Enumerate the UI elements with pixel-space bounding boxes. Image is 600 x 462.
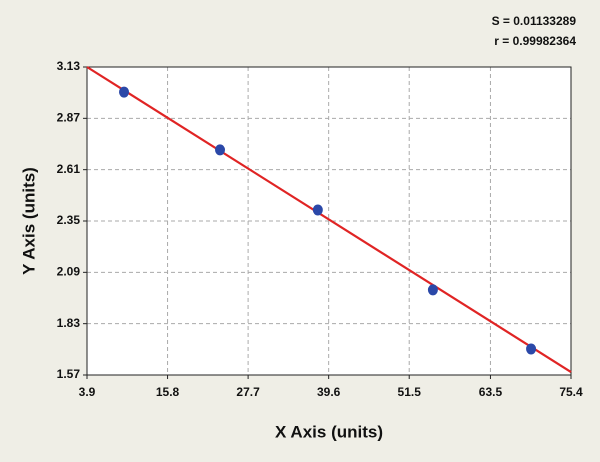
y-tick-label: 2.09 bbox=[57, 265, 81, 279]
x-tick-label: 3.9 bbox=[79, 385, 96, 399]
y-tick-label: 1.83 bbox=[57, 316, 81, 330]
annotation: r = 0.99982364 bbox=[494, 34, 576, 48]
x-tick-label: 15.8 bbox=[156, 385, 180, 399]
y-tick-label: 2.35 bbox=[57, 213, 81, 227]
plot-frame bbox=[86, 66, 572, 376]
x-tick-label: 39.6 bbox=[317, 385, 341, 399]
y-tick-label: 3.13 bbox=[57, 59, 81, 73]
data-point bbox=[526, 343, 537, 355]
x-tick-label: 75.4 bbox=[559, 385, 583, 399]
x-axis-label: X Axis (units) bbox=[275, 422, 383, 441]
x-tick-label: 27.7 bbox=[236, 385, 260, 399]
x-tick-label: 51.5 bbox=[398, 385, 422, 399]
y-tick-label: 2.87 bbox=[57, 111, 81, 125]
data-point bbox=[119, 86, 130, 98]
data-point bbox=[312, 204, 323, 216]
data-point bbox=[427, 284, 438, 296]
y-tick-label: 1.57 bbox=[57, 367, 81, 381]
fit-line bbox=[86, 66, 572, 373]
y-axis-label: Y Axis (units) bbox=[19, 167, 38, 275]
data-point bbox=[215, 144, 226, 156]
y-tick-label: 2.61 bbox=[57, 162, 81, 176]
x-tick-label: 63.5 bbox=[479, 385, 503, 399]
annotation: S = 0.01133289 bbox=[492, 14, 577, 28]
